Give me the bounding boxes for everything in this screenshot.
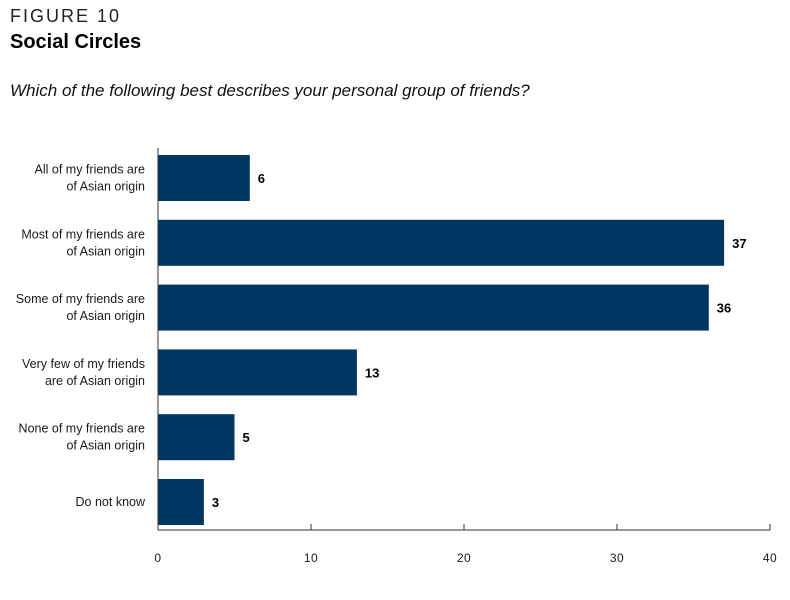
bar (158, 284, 709, 331)
x-tick-label: 0 (154, 551, 161, 565)
category-label-line: Some of my friends are (16, 292, 145, 306)
data-label: 36 (717, 301, 731, 316)
bar (158, 414, 235, 461)
chart-title: Social Circles (10, 31, 142, 53)
x-tick-label: 40 (763, 551, 777, 565)
bar (158, 479, 204, 525)
x-tick-label: 30 (610, 551, 624, 565)
category-label-line: of Asian origin (66, 180, 145, 194)
category-label: None of my friends are of Asian origin (19, 422, 145, 453)
survey-question: Which of the following best describes yo… (10, 81, 530, 100)
category-label: Most of my friends are of Asian origin (21, 227, 145, 258)
bar (158, 349, 357, 396)
category-label-line: are of Asian origin (45, 374, 145, 388)
x-tick-label: 10 (304, 551, 318, 565)
data-label: 13 (365, 365, 379, 380)
category-label-line: of Asian origin (66, 244, 145, 258)
data-label: 6 (258, 171, 265, 186)
data-label: 37 (732, 236, 746, 251)
bar (158, 155, 250, 201)
category-label: Do not know (76, 495, 146, 509)
data-label: 5 (243, 430, 250, 445)
bar (158, 219, 725, 266)
bars-group: 6 All of my friends are of Asian origin 37 M… (16, 155, 747, 525)
figure-number: FIGURE 10 (10, 6, 122, 26)
category-label-line: Very few of my friends (22, 357, 145, 371)
category-label: Some of my friends are of Asian origin (16, 292, 145, 323)
category-label: All of my friends are of Asian origin (35, 163, 146, 194)
category-label: Very few of my friends are of Asian origi… (22, 357, 145, 388)
x-tick-label: 20 (457, 551, 471, 565)
category-label-line: Most of my friends are (21, 227, 145, 241)
category-label-line: of Asian origin (66, 439, 145, 453)
category-label-line: Do not know (76, 495, 146, 509)
axes-group: 0 10 20 30 40 (154, 148, 777, 565)
category-label-line: None of my friends are (19, 422, 145, 436)
category-label-line: All of my friends are (35, 163, 146, 177)
category-label-line: of Asian origin (66, 309, 145, 323)
data-label: 3 (212, 495, 219, 510)
